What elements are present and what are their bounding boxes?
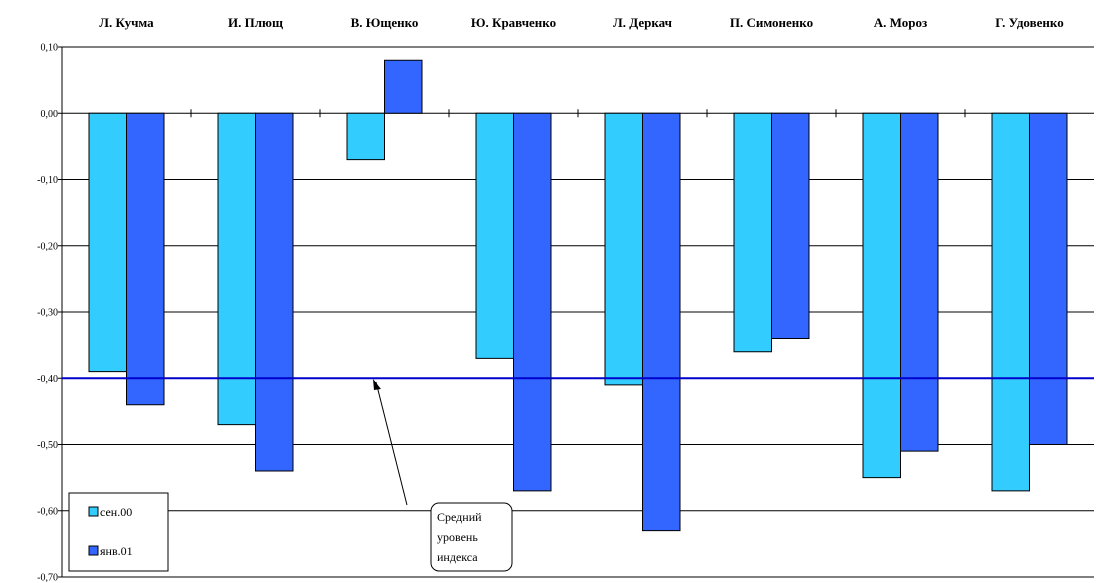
bar-jan xyxy=(900,112,939,452)
annotation-line-3: индекса xyxy=(437,550,478,564)
category-label: Г. Удовенко xyxy=(995,15,1063,30)
bar-sep xyxy=(604,112,643,386)
y-tick-label: -0,40 xyxy=(37,374,58,385)
y-tick-label: 0,00 xyxy=(41,109,59,120)
bar-sep xyxy=(346,112,385,161)
bar-jan xyxy=(384,59,423,114)
bar-sep xyxy=(733,112,772,353)
annotation-line-1: Средний xyxy=(437,510,482,524)
bar-jan xyxy=(513,112,552,492)
bar-sep xyxy=(862,112,901,479)
axes xyxy=(58,46,966,578)
y-tick-label: -0,50 xyxy=(37,440,58,451)
annotation-line-2: уровень xyxy=(437,530,478,544)
y-tick-labels: 0,10 0,00 -0,10 -0,20 -0,30 -0,40 -0,50 -0,60 -0… xyxy=(37,43,58,583)
category-label: Л. Деркач xyxy=(613,15,672,30)
y-tick-label: -0,60 xyxy=(37,506,58,517)
y-tick-label: -0,10 xyxy=(37,175,58,186)
category-labels: Л. Кучма И. Плющ В. Ющенко Ю. Кравченко Л. Д… xyxy=(99,15,1063,30)
legend-swatch-jan xyxy=(88,545,99,556)
category-label: Л. Кучма xyxy=(99,15,154,30)
bar-sep xyxy=(991,112,1030,492)
category-label: П. Симоненко xyxy=(730,15,813,30)
category-label: Ю. Кравченко xyxy=(471,15,556,30)
bar-sep xyxy=(88,112,127,373)
annotation-callout: Средний уровень индекса xyxy=(373,379,513,572)
category-label: А. Мороз xyxy=(874,15,927,30)
bar-jan xyxy=(126,112,165,406)
y-tick-label: -0,20 xyxy=(37,241,58,252)
category-label: В. Ющенко xyxy=(351,15,419,30)
bar-sep xyxy=(475,112,514,359)
y-tick-label: -0,30 xyxy=(37,308,58,319)
y-tick-label: -0,70 xyxy=(37,573,58,583)
grid-lines xyxy=(62,46,1094,578)
bar-jan xyxy=(642,112,681,532)
y-tick-label: 0,10 xyxy=(41,43,59,54)
bar-jan xyxy=(255,112,294,472)
legend-swatch-sep xyxy=(88,506,99,517)
legend: сен.00 янв.01 xyxy=(68,492,169,572)
bar-jan xyxy=(771,112,810,339)
bars xyxy=(88,59,1068,532)
legend-label-sep: сен.00 xyxy=(100,505,132,519)
bar-jan xyxy=(1029,112,1068,445)
category-label: И. Плющ xyxy=(228,15,283,30)
legend-label-jan: янв.01 xyxy=(100,544,133,558)
